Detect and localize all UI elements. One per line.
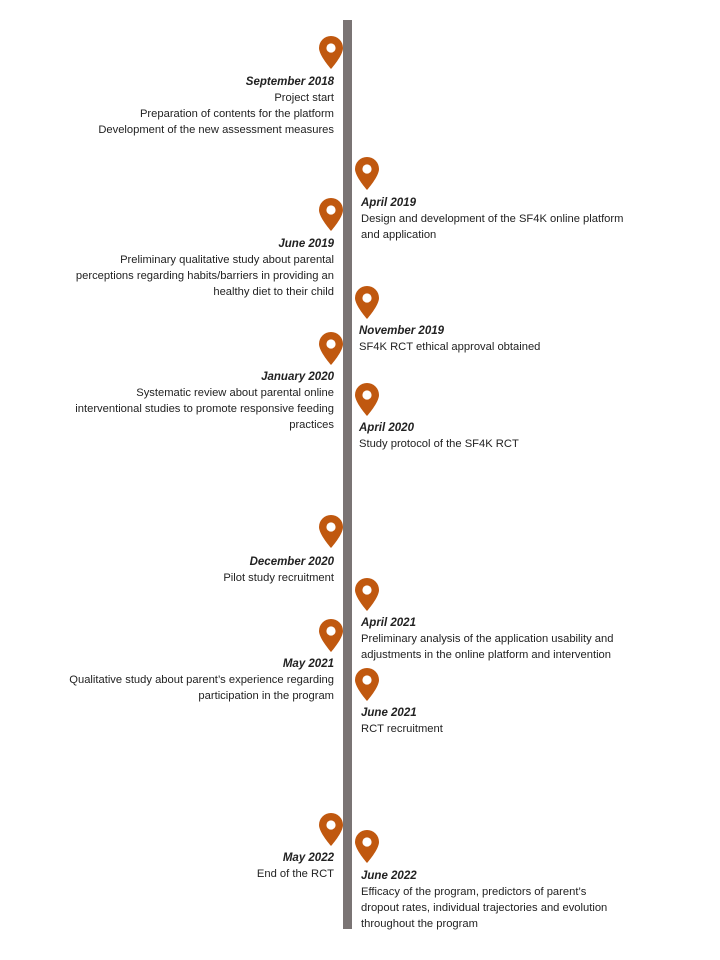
event-text: Development of the new assessment measur… [98, 124, 334, 136]
event-text: perceptions regarding habits/barriers in… [75, 270, 334, 282]
event-date: April 2020 [359, 422, 414, 434]
location-pin-icon [354, 157, 380, 191]
event-date: April 2019 [361, 197, 416, 209]
event-date: June 2019 [278, 238, 334, 250]
event-text: Efficacy of the program, predictors of p… [361, 886, 587, 898]
event-text: Study protocol of the SF4K RCT [359, 438, 519, 450]
event-text: End of the RCT [256, 868, 334, 880]
location-pin-icon [318, 515, 344, 549]
timeline-event: April 2021 Preliminary analysis of the a… [361, 615, 613, 663]
timeline-event: June 2021 RCT recruitment [361, 705, 443, 737]
event-date: January 2020 [261, 371, 334, 383]
location-pin-icon [354, 383, 380, 417]
event-text: Pilot study recruitment [223, 572, 334, 584]
location-pin-icon [318, 619, 344, 653]
event-text: dropout rates, individual trajectories a… [361, 902, 608, 914]
event-date: November 2019 [359, 325, 445, 337]
event-text: Design and development of the SF4K onlin… [361, 213, 624, 225]
location-pin-icon [354, 286, 380, 320]
location-pin-icon [318, 36, 344, 70]
event-text: interventional studies to promote respon… [75, 403, 334, 415]
event-text: throughout the program [361, 918, 478, 930]
event-date: September 2018 [245, 76, 334, 88]
location-pin-icon [354, 668, 380, 702]
timeline-event: May 2022 End of the RCT [257, 850, 334, 882]
timeline-event: November 2019 SF4K RCT ethical approval … [359, 323, 540, 355]
event-text: and application [361, 229, 437, 241]
event-text: participation in the program [198, 690, 334, 702]
event-text: SF4K RCT ethical approval obtained [359, 341, 541, 353]
event-date: June 2021 [361, 707, 417, 719]
location-pin-icon [354, 830, 380, 864]
timeline-event: April 2019 Design and development of the… [361, 195, 623, 243]
location-pin-icon [318, 198, 344, 232]
event-text: Preliminary analysis of the application … [361, 633, 614, 645]
event-date: April 2021 [361, 617, 416, 629]
event-date: May 2022 [282, 852, 334, 864]
timeline-axis [343, 20, 352, 929]
event-text: Preliminary qualitative study about pare… [120, 254, 334, 266]
timeline-event: April 2020 Study protocol of the SF4K RC… [359, 420, 519, 452]
event-text: RCT recruitment [361, 723, 443, 735]
event-text: Qualitative study about parent’s experie… [69, 674, 334, 686]
event-text: Project start [274, 92, 334, 104]
event-text: practices [289, 419, 334, 431]
event-date: May 2021 [282, 658, 334, 670]
timeline-event: September 2018 Project start Preparation… [98, 74, 334, 138]
timeline-event: December 2020 Pilot study recruitment [223, 554, 334, 586]
timeline-event: June 2019 Preliminary qualitative study … [76, 236, 334, 300]
timeline-event: June 2022 Efficacy of the program, predi… [361, 868, 607, 932]
location-pin-icon [354, 578, 380, 612]
event-date: June 2022 [361, 870, 417, 882]
location-pin-icon [318, 332, 344, 366]
event-date: December 2020 [249, 556, 334, 568]
timeline-event: May 2021 Qualitative study about parent’… [69, 656, 334, 704]
event-text: adjustments in the online platform and i… [361, 649, 612, 661]
event-text: Preparation of contents for the platform [139, 108, 334, 120]
location-pin-icon [318, 813, 344, 847]
event-text: Systematic review about parental online [136, 387, 334, 399]
timeline-event: January 2020 Systematic review about par… [75, 369, 334, 433]
event-text: healthy diet to their child [213, 286, 334, 298]
